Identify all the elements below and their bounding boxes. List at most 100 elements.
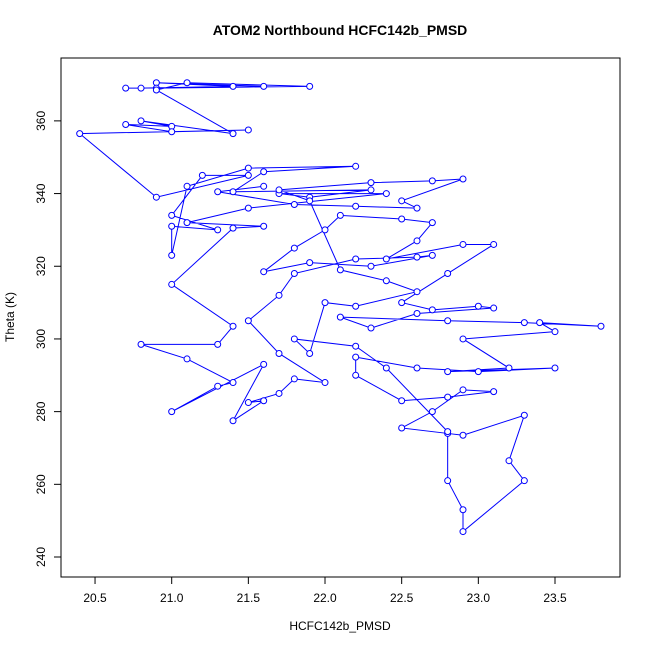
data-point <box>520 411 528 419</box>
data-point <box>474 302 482 310</box>
data-point <box>459 175 467 183</box>
data-point <box>229 188 237 196</box>
data-point <box>352 302 360 310</box>
x-tick-label: 22.5 <box>390 591 414 605</box>
data-point <box>306 259 314 267</box>
data-point <box>413 364 421 372</box>
data-point <box>352 202 360 210</box>
data-point <box>444 368 452 376</box>
data-point <box>168 128 176 136</box>
data-point <box>137 340 145 348</box>
data-point <box>444 270 452 278</box>
data-point <box>137 84 145 92</box>
data-point <box>520 319 528 327</box>
data-point <box>183 355 191 363</box>
data-point <box>382 364 390 372</box>
data-point <box>275 186 283 194</box>
data-point <box>352 162 360 170</box>
data-point <box>505 364 513 372</box>
data-point <box>183 79 191 87</box>
data-point <box>459 386 467 394</box>
data-point <box>413 237 421 245</box>
data-point <box>597 322 605 330</box>
data-point <box>275 349 283 357</box>
data-point <box>152 86 160 94</box>
data-point <box>214 382 222 390</box>
data-point <box>244 204 252 212</box>
data-point <box>76 130 84 138</box>
data-point <box>244 164 252 172</box>
data-point <box>398 424 406 432</box>
data-point <box>214 340 222 348</box>
data-line <box>78 82 602 533</box>
data-point <box>275 291 283 299</box>
data-point <box>214 188 222 196</box>
data-point <box>490 304 498 312</box>
y-tick-label: 360 <box>34 111 48 131</box>
data-point <box>122 84 130 92</box>
data-point <box>459 240 467 248</box>
data-point <box>290 375 298 383</box>
data-point <box>536 319 544 327</box>
data-point <box>229 82 237 90</box>
data-point <box>229 379 237 387</box>
data-point <box>137 117 145 125</box>
data-point <box>428 177 436 185</box>
data-point <box>459 528 467 536</box>
data-point <box>168 222 176 230</box>
data-point <box>229 224 237 232</box>
data-point <box>398 299 406 307</box>
data-point <box>229 417 237 425</box>
data-point <box>290 200 298 208</box>
data-point <box>260 397 268 405</box>
data-point <box>122 121 130 129</box>
data-point <box>290 270 298 278</box>
data-point <box>352 255 360 263</box>
x-tick-label: 23.5 <box>543 591 567 605</box>
data-point <box>490 388 498 396</box>
data-point <box>306 197 314 205</box>
data-point <box>352 371 360 379</box>
x-axis-label: HCFC142b_PMSD <box>289 619 391 633</box>
y-axis-label: Theta (K) <box>3 292 17 342</box>
data-point <box>352 353 360 361</box>
data-point <box>275 389 283 397</box>
data-point <box>336 211 344 219</box>
data-point <box>382 190 390 198</box>
data-point <box>260 268 268 276</box>
data-point <box>260 222 268 230</box>
data-point <box>490 240 498 248</box>
data-point <box>198 171 206 179</box>
data-point <box>367 179 375 187</box>
data-point <box>290 335 298 343</box>
data-point <box>444 393 452 401</box>
data-point <box>444 428 452 436</box>
data-point <box>168 211 176 219</box>
data-point <box>229 322 237 330</box>
x-tick-label: 22.0 <box>313 591 337 605</box>
data-point <box>260 360 268 368</box>
data-point <box>398 197 406 205</box>
data-point <box>214 226 222 234</box>
data-point <box>367 324 375 332</box>
data-point <box>459 506 467 514</box>
data-point <box>428 408 436 416</box>
data-point <box>168 280 176 288</box>
data-point <box>229 130 237 138</box>
data-point <box>428 251 436 259</box>
data-point <box>352 342 360 350</box>
data-point <box>413 253 421 261</box>
y-tick-label: 260 <box>34 474 48 494</box>
y-tick-label: 280 <box>34 401 48 421</box>
data-point <box>382 255 390 263</box>
data-point <box>413 288 421 296</box>
data-point <box>474 368 482 376</box>
data-point <box>168 408 176 416</box>
y-tick-label: 320 <box>34 256 48 276</box>
data-point <box>260 82 268 90</box>
data-point <box>428 219 436 227</box>
data-point <box>183 182 191 190</box>
data-point <box>520 477 528 485</box>
x-tick-label: 21.0 <box>160 591 184 605</box>
